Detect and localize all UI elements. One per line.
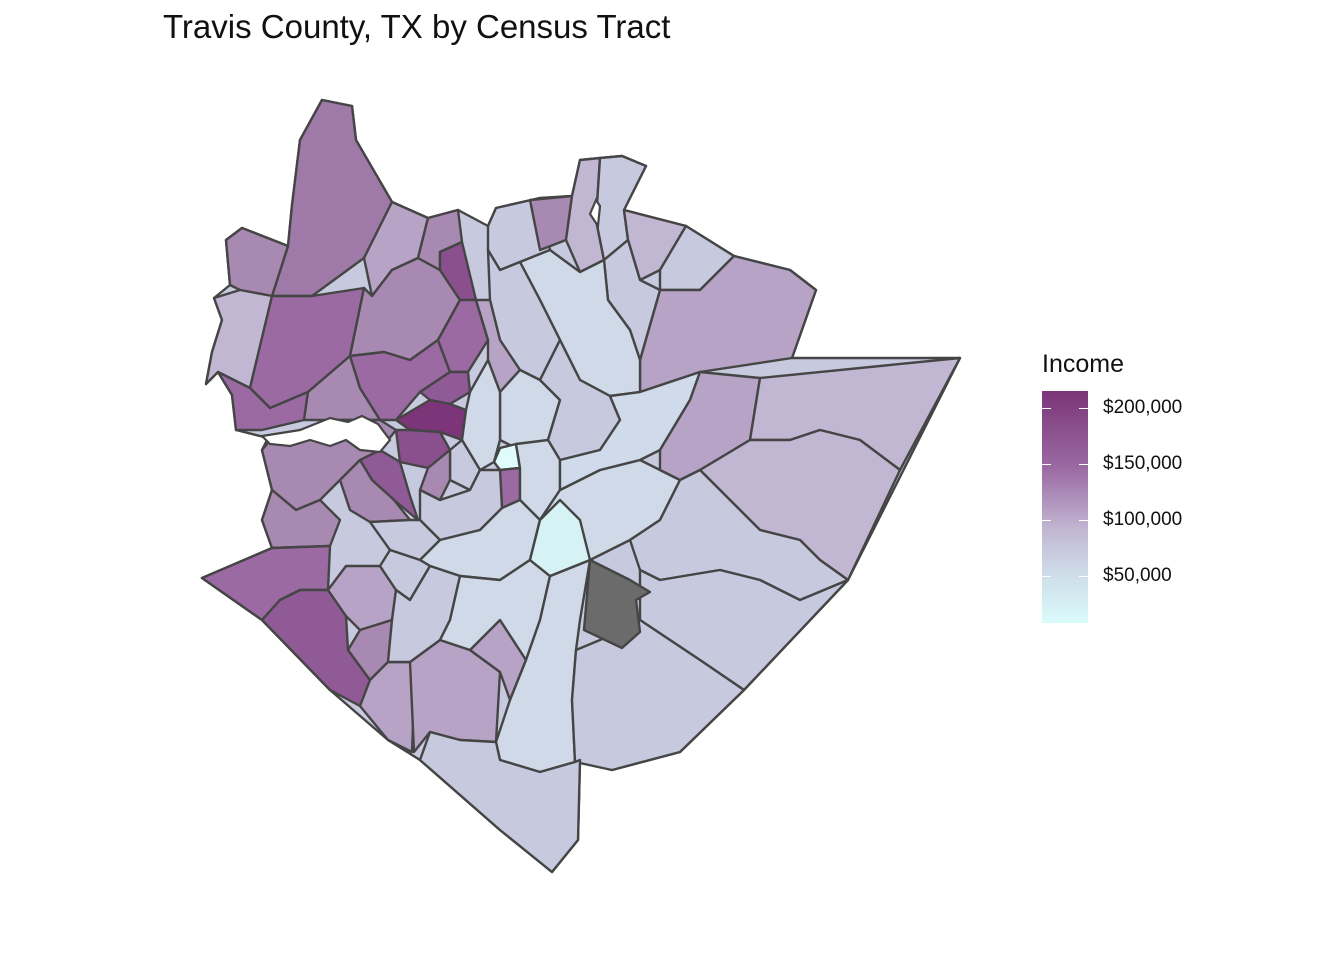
legend-tick-50k xyxy=(1042,576,1051,577)
tract xyxy=(622,208,688,282)
tract xyxy=(260,588,372,708)
legend-label-100k: $100,000 xyxy=(1103,509,1183,530)
tract xyxy=(418,730,582,874)
legend-tick-200k-right xyxy=(1079,408,1088,409)
tract-no-data xyxy=(582,558,652,650)
map-title: Travis County, TX by Census Tract xyxy=(163,8,671,45)
small-lake xyxy=(588,197,602,230)
tract xyxy=(460,358,502,472)
legend-label-50k: $50,000 xyxy=(1103,565,1172,586)
legend-tick-150k-right xyxy=(1079,464,1088,465)
tract xyxy=(338,458,412,524)
legend-tick-200k xyxy=(1042,408,1051,409)
legend-tick-150k xyxy=(1042,464,1051,465)
legend-label-200k: $200,000 xyxy=(1103,397,1183,418)
lake xyxy=(259,414,392,454)
legend-tick-100k xyxy=(1042,520,1051,521)
legend-tick-100k-right xyxy=(1079,520,1088,521)
tract xyxy=(418,448,452,502)
tract xyxy=(270,98,394,298)
legend-tick-50k-right xyxy=(1079,576,1088,577)
legend-label-150k: $150,000 xyxy=(1103,453,1183,474)
legend-title: Income xyxy=(1042,350,1124,378)
legend-color-bar xyxy=(1042,391,1088,623)
